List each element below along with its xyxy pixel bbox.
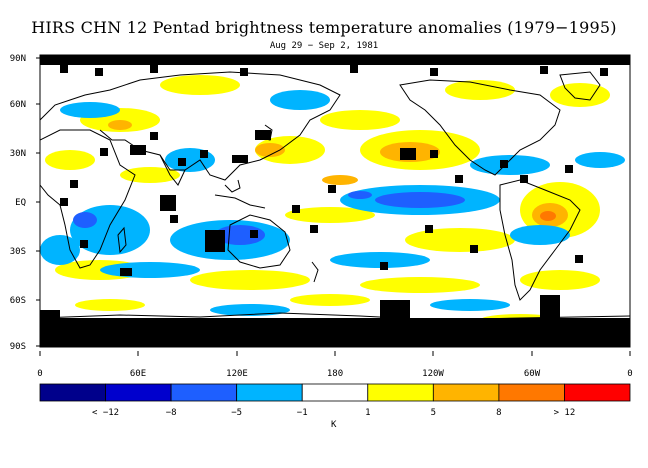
colorbar-swatch <box>301 383 369 402</box>
colorbar: < −12 −8 −5 −1 1 5 8 > 12 <box>39 383 631 418</box>
anomaly-field <box>40 75 625 326</box>
colorbar-swatch <box>498 383 565 402</box>
longitude-axis: 0 60E 120E 180 120W 60W 0 <box>37 351 633 379</box>
lon-label: 60E <box>130 369 146 379</box>
lat-label: 30N <box>10 149 26 159</box>
lon-label: 0 <box>627 369 632 379</box>
colorbar-label: −8 <box>166 408 177 418</box>
lat-label: 90N <box>10 54 26 64</box>
colorbar-label: < −12 <box>92 408 119 418</box>
colorbar-label: 8 <box>496 408 501 418</box>
colorbar-label: 5 <box>431 408 436 418</box>
lat-label: 30S <box>10 247 26 257</box>
colorbar-swatch <box>432 383 500 402</box>
map-title: HIRS CHN 12 Pentad brightness temperatur… <box>31 18 617 37</box>
colorbar-label: 1 <box>365 408 370 418</box>
colorbar-swatch <box>170 383 238 402</box>
colorbar-swatch <box>564 383 631 402</box>
lon-label: 60W <box>524 369 541 379</box>
lat-label: 60N <box>10 100 26 110</box>
colorbar-label: −1 <box>297 408 308 418</box>
colorbar-swatch <box>236 383 303 402</box>
colorbar-swatch <box>39 383 106 402</box>
lon-label: 120E <box>226 369 248 379</box>
lon-label: 0 <box>37 369 42 379</box>
lat-label: EQ <box>15 198 26 208</box>
colorbar-label: −5 <box>231 408 242 418</box>
map-frame <box>39 54 631 348</box>
colorbar-swatch <box>367 383 434 402</box>
map-subtitle: Aug 29 − Sep 2, 1981 <box>269 41 379 51</box>
lat-label: 60S <box>10 296 26 306</box>
colorbar-label: > 12 <box>554 408 576 418</box>
lon-label: 120W <box>422 369 444 379</box>
lon-label: 180 <box>327 369 343 379</box>
latitude-axis: 90N 60N 30N EQ 30S 60S 90S <box>10 54 40 352</box>
lat-label: 90S <box>10 342 26 352</box>
colorbar-units: K <box>331 420 337 430</box>
colorbar-swatch <box>105 383 172 402</box>
missing-data-cells <box>40 55 630 347</box>
